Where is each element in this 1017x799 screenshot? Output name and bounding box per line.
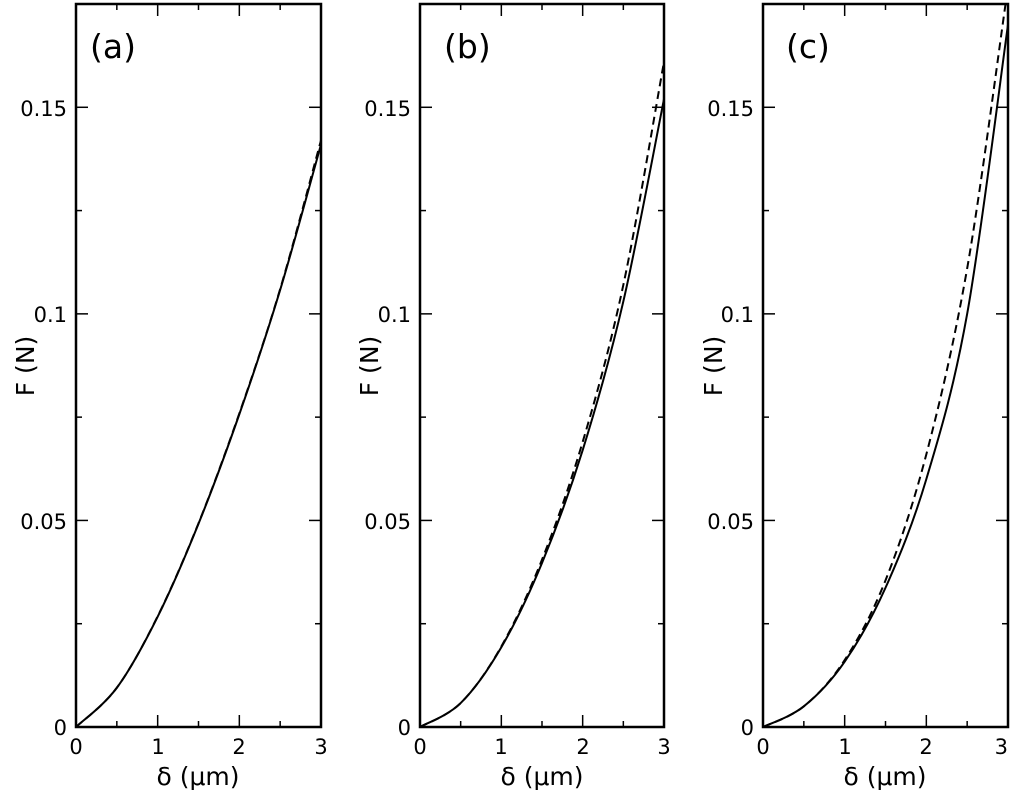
panel-c-x-tick-label-3: 3	[995, 735, 1008, 759]
panel-c-y-tick-label-2: 0.1	[721, 303, 754, 327]
panel-c: (c) 0 0.05 0.1 0.15 0 1 2 3 δ (μm) F (N)	[699, 2, 1010, 791]
panel-a-label: (a)	[90, 27, 136, 66]
panel-c-ticks	[762, 3, 1009, 728]
panel-a-x-axis-title: δ (μm)	[156, 762, 239, 791]
panel-a-curves	[75, 140, 322, 728]
panel-a-x-tick-label-1: 1	[151, 735, 164, 759]
panel-b-frame	[418, 2, 666, 729]
panel-a-ticks	[75, 3, 322, 728]
panel-b-x-tick-label-2: 2	[576, 735, 589, 759]
panel-c-x-tick-label-2: 2	[919, 735, 932, 759]
panel-b-x-tick-label-1: 1	[494, 735, 507, 759]
panel-b-ticks	[419, 3, 665, 728]
panel-a-frame	[74, 2, 323, 729]
panel-c-x-tick-label-1: 1	[838, 735, 851, 759]
panel-a: (a) 0 0.05 0.1 0.15 0 1 2 3 δ (μm) F (N)	[11, 2, 328, 791]
panel-a-x-tick-label-0: 0	[69, 735, 82, 759]
panel-b-y-tick-label-3: 0.15	[364, 97, 411, 121]
panel-b-label: (b)	[444, 27, 491, 66]
panel-c-y-axis-title: F (N)	[699, 336, 728, 397]
panel-a-x-tick-label-3: 3	[314, 735, 327, 759]
panel-a-curve-solid	[75, 144, 322, 728]
panel-b-x-tick-label-3: 3	[657, 735, 670, 759]
panel-a-y-tick-label-3: 0.15	[20, 97, 67, 121]
panel-a-y-tick-label-2: 0.1	[34, 303, 67, 327]
panel-b: (b) 0 0.05 0.1 0.15 0 1 2 3 δ (μm) F (N)	[355, 2, 671, 791]
panel-c-x-tick-label-0: 0	[756, 735, 769, 759]
panel-c-label: (c)	[786, 27, 830, 66]
panel-b-y-axis-title: F (N)	[355, 336, 384, 397]
panel-b-x-tick-label-0: 0	[413, 735, 426, 759]
panel-a-x-tick-label-2: 2	[232, 735, 245, 759]
panel-a-y-tick-label-1: 0.05	[20, 510, 67, 534]
panel-c-curve-dashed	[762, 3, 1007, 728]
panel-a-y-axis-title: F (N)	[11, 336, 40, 397]
panel-c-y-tick-label-1: 0.05	[707, 510, 754, 534]
panel-b-y-tick-label-1: 0.05	[364, 510, 411, 534]
panel-b-y-tick-label-0: 0	[398, 716, 411, 740]
panel-b-y-tick-label-2: 0.1	[378, 303, 411, 327]
panel-a-curve-dashed	[75, 140, 322, 728]
panel-c-curve-solid	[762, 24, 1009, 728]
panel-c-frame	[761, 2, 1010, 729]
panel-c-y-tick-label-0: 0	[741, 716, 754, 740]
panel-b-curve-solid	[419, 98, 665, 728]
panel-b-curves	[419, 61, 665, 728]
panel-c-y-tick-label-3: 0.15	[707, 97, 754, 121]
panel-b-x-axis-title: δ (μm)	[500, 762, 583, 791]
panel-b-curve-dashed	[419, 61, 665, 728]
panel-a-y-tick-label-0: 0	[54, 716, 67, 740]
panel-c-x-axis-title: δ (μm)	[843, 762, 926, 791]
panel-c-curves	[762, 3, 1009, 728]
